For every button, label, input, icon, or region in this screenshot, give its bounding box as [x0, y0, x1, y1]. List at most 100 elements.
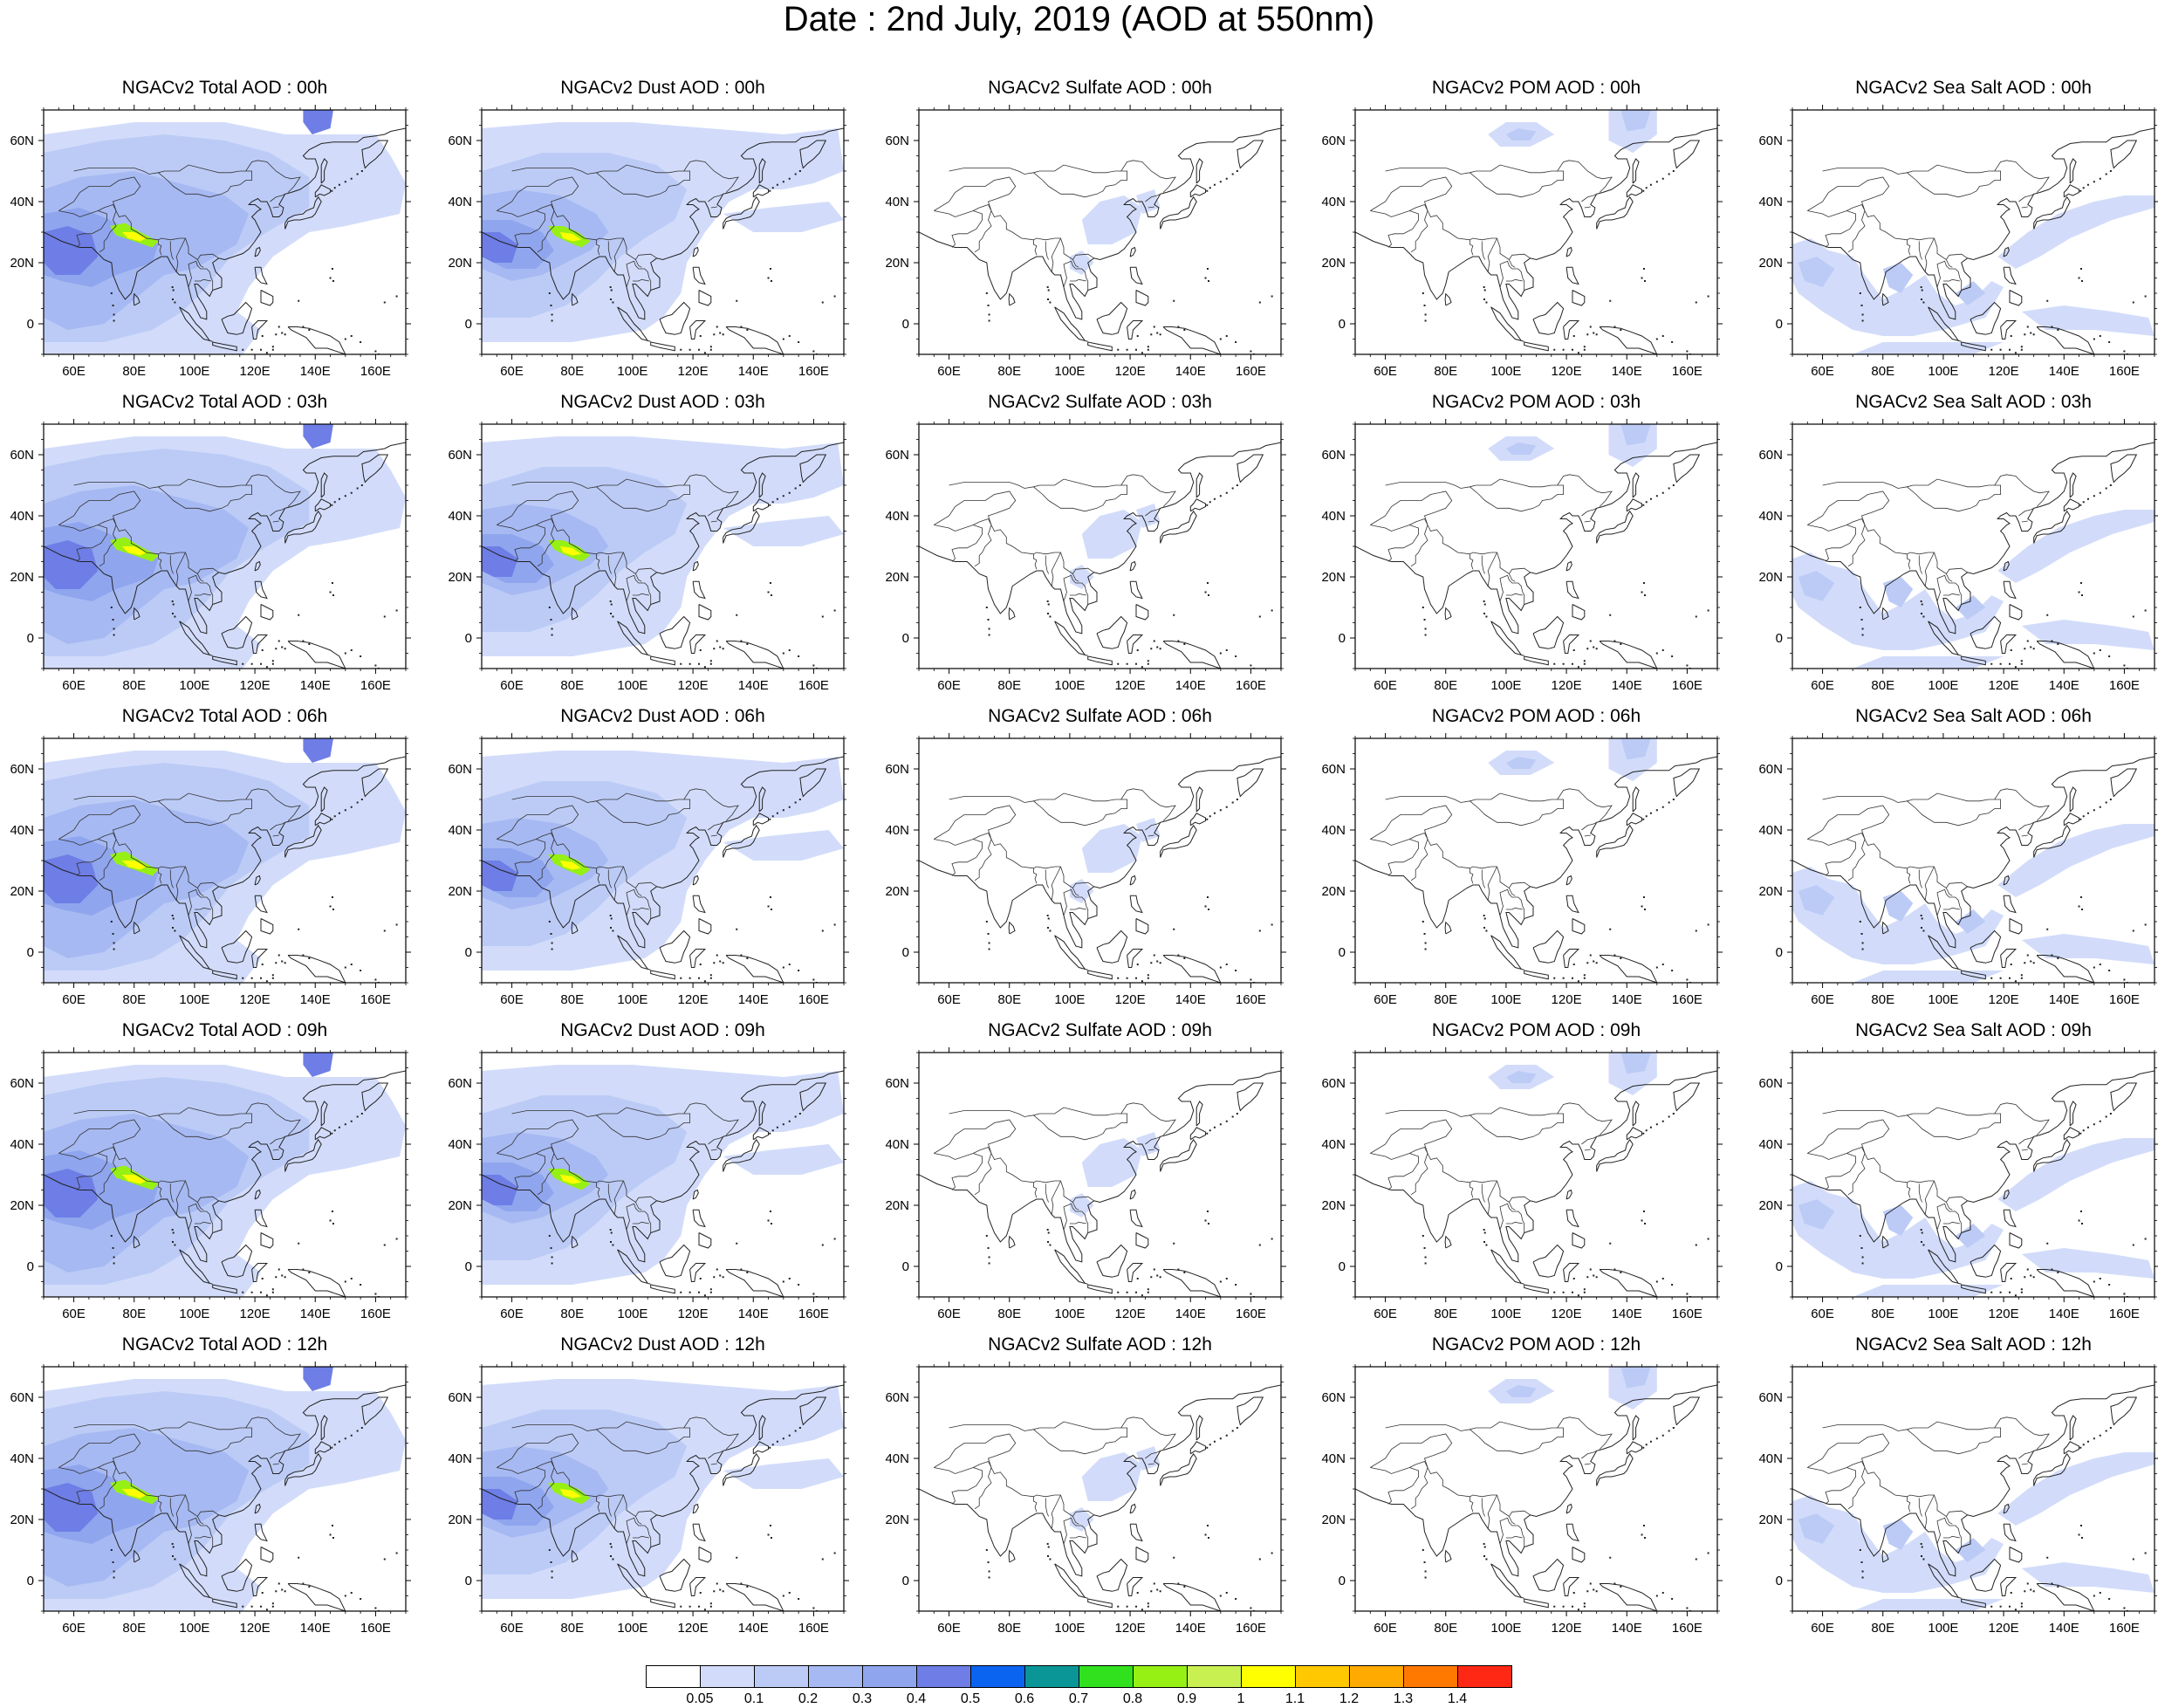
- lat-tick-label: 40N: [1321, 1137, 1346, 1152]
- island-dot: [1258, 1558, 1261, 1561]
- country-border: [537, 525, 555, 567]
- island-dot: [1655, 652, 1658, 655]
- lon-tick-label: 60E: [62, 1621, 86, 1636]
- country-border: [1807, 805, 1890, 840]
- island-dot: [1424, 313, 1427, 316]
- country-border: [73, 160, 301, 193]
- island-dot: [782, 1123, 784, 1126]
- panel-title: NGACv2 Sulfate AOD : 06h: [988, 706, 1212, 726]
- island-dot: [1642, 1446, 1645, 1449]
- country-border: [1469, 239, 1474, 256]
- aod-region-seasalt-0: [1792, 867, 2004, 964]
- country-border: [1481, 555, 1486, 574]
- lon-tick-label: 140E: [1175, 678, 1206, 693]
- island-dot: [308, 957, 311, 959]
- lon-tick-label: 120E: [240, 1621, 271, 1636]
- country-border: [635, 888, 642, 896]
- coastline: [1444, 1235, 1452, 1249]
- island-dot: [277, 1268, 280, 1271]
- coastline: [2036, 1269, 2095, 1297]
- island-dot: [1562, 348, 1565, 351]
- island-dot: [788, 649, 791, 651]
- coastline: [617, 1249, 651, 1285]
- country-border: [1505, 278, 1523, 282]
- lon-tick-label: 140E: [738, 1621, 769, 1636]
- island-dot: [265, 1294, 268, 1297]
- lon-tick-label: 120E: [1552, 992, 1582, 1007]
- island-dot: [1235, 655, 1237, 657]
- island-dot: [1921, 1241, 1923, 1243]
- island-dot: [1483, 1546, 1486, 1548]
- country-border: [951, 525, 983, 562]
- colorbar-label: 1.4: [1447, 1691, 1468, 1706]
- island-dot: [2057, 1272, 2059, 1273]
- island-dot: [610, 917, 613, 920]
- coastline: [1572, 604, 1586, 621]
- coastline: [2110, 1082, 2138, 1112]
- island-dot: [1655, 966, 1658, 969]
- island-dot: [1642, 1525, 1645, 1526]
- lon-tick-label: 160E: [1672, 992, 1702, 1007]
- island-dot: [1147, 974, 1149, 977]
- country-border: [1145, 507, 1161, 517]
- island-dot: [2145, 1312, 2147, 1314]
- island-dot: [1642, 504, 1645, 506]
- country-border: [949, 474, 1176, 507]
- island-dot: [1613, 640, 1616, 642]
- coastline: [254, 246, 261, 257]
- coastline: [698, 1547, 712, 1563]
- lat-tick-label: 0: [1776, 317, 1783, 332]
- island-dot: [1644, 909, 1646, 910]
- country-border: [635, 1202, 642, 1211]
- coastline: [482, 442, 844, 634]
- country-border: [1387, 210, 1419, 248]
- island-dot: [2081, 594, 2083, 596]
- island-dot: [722, 648, 724, 650]
- country-border: [272, 206, 279, 209]
- island-dot: [987, 1561, 990, 1563]
- lon-tick-label: 60E: [500, 678, 524, 693]
- island-dot: [1642, 268, 1645, 270]
- country-border: [974, 210, 992, 253]
- country-border: [1847, 210, 1866, 253]
- island-dot: [1860, 305, 1863, 306]
- island-dot: [551, 634, 553, 636]
- lon-tick-label: 100E: [1054, 1621, 1085, 1636]
- lon-tick-label: 140E: [1175, 1307, 1206, 1321]
- country-border: [1581, 1450, 1597, 1459]
- island-dot: [1141, 1609, 1143, 1611]
- coastline: [2110, 140, 2138, 169]
- island-dot: [2046, 299, 2049, 302]
- island-dot: [551, 942, 553, 944]
- country-border: [1907, 1113, 2001, 1141]
- island-dot: [1572, 649, 1575, 651]
- island-dot: [1147, 662, 1149, 665]
- coastline: [287, 641, 346, 669]
- lat-tick-label: 20N: [885, 570, 909, 585]
- island-dot: [1177, 1582, 1180, 1585]
- country-border: [169, 869, 175, 888]
- lon-tick-label: 80E: [122, 678, 146, 693]
- lon-tick-label: 60E: [937, 364, 961, 379]
- country-border: [194, 1535, 211, 1539]
- island-dot: [1424, 319, 1427, 322]
- coastline: [251, 320, 269, 340]
- island-dot: [1424, 942, 1427, 944]
- island-dot: [113, 628, 115, 630]
- island-dot: [709, 662, 712, 665]
- country-border: [1918, 1498, 1923, 1517]
- coastline: [2110, 768, 2138, 798]
- country-border: [1063, 888, 1089, 919]
- lon-tick-label: 160E: [2109, 1621, 2140, 1636]
- country-border: [1505, 907, 1523, 910]
- lat-tick-label: 20N: [1758, 1198, 1783, 1213]
- coastline: [723, 195, 760, 230]
- island-dot: [1047, 1546, 1050, 1548]
- island-dot: [1206, 1525, 1209, 1526]
- island-dot: [551, 1256, 553, 1259]
- island-dot: [769, 582, 771, 584]
- island-dot: [242, 977, 244, 979]
- island-dot: [2014, 352, 2017, 354]
- country-border: [626, 1517, 652, 1547]
- panel-title: NGACv2 Sea Salt AOD : 03h: [1855, 392, 2092, 412]
